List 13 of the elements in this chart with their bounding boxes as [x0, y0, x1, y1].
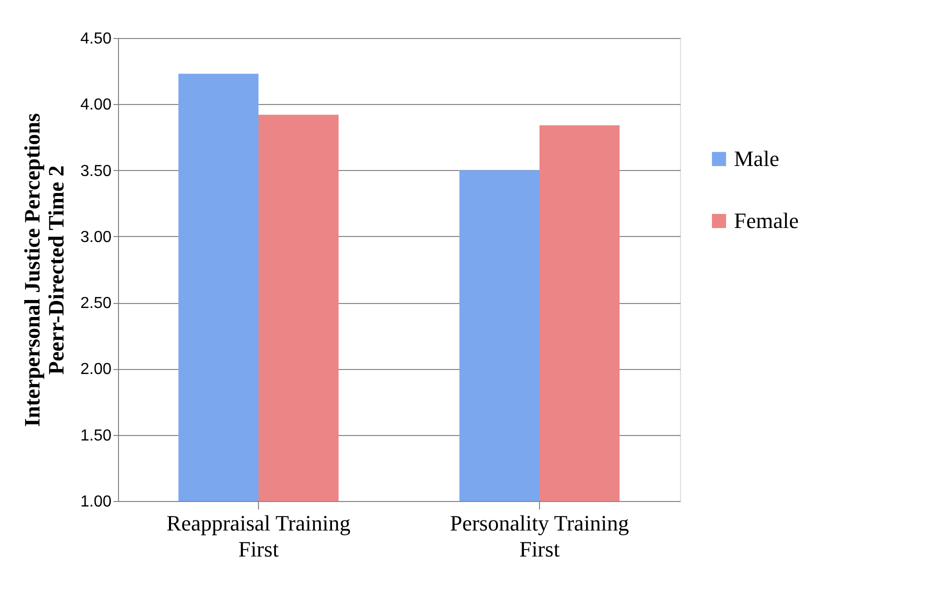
y-tick-label: 4.00 — [80, 96, 112, 114]
y-tick-label: 2.50 — [80, 295, 112, 312]
legend-label: Male — [734, 146, 780, 171]
y-tick-label: 4.50 — [80, 30, 112, 48]
y-tick-label: 2.00 — [80, 361, 112, 378]
y-tick-label: 1.00 — [80, 494, 112, 510]
y-axis-title: Interpersonal Justice Perceptions Peerr-Directed Time 2 — [19, 112, 68, 427]
y-tick-label: 3.50 — [80, 162, 112, 180]
legend-label: Female — [734, 208, 799, 233]
x-tick-label: Reappraisal Training First — [166, 510, 350, 562]
x-tick-label: Personality Training First — [450, 510, 630, 562]
y-tick-label: 3.00 — [80, 228, 112, 246]
y-tick-label: 1.50 — [80, 427, 112, 444]
